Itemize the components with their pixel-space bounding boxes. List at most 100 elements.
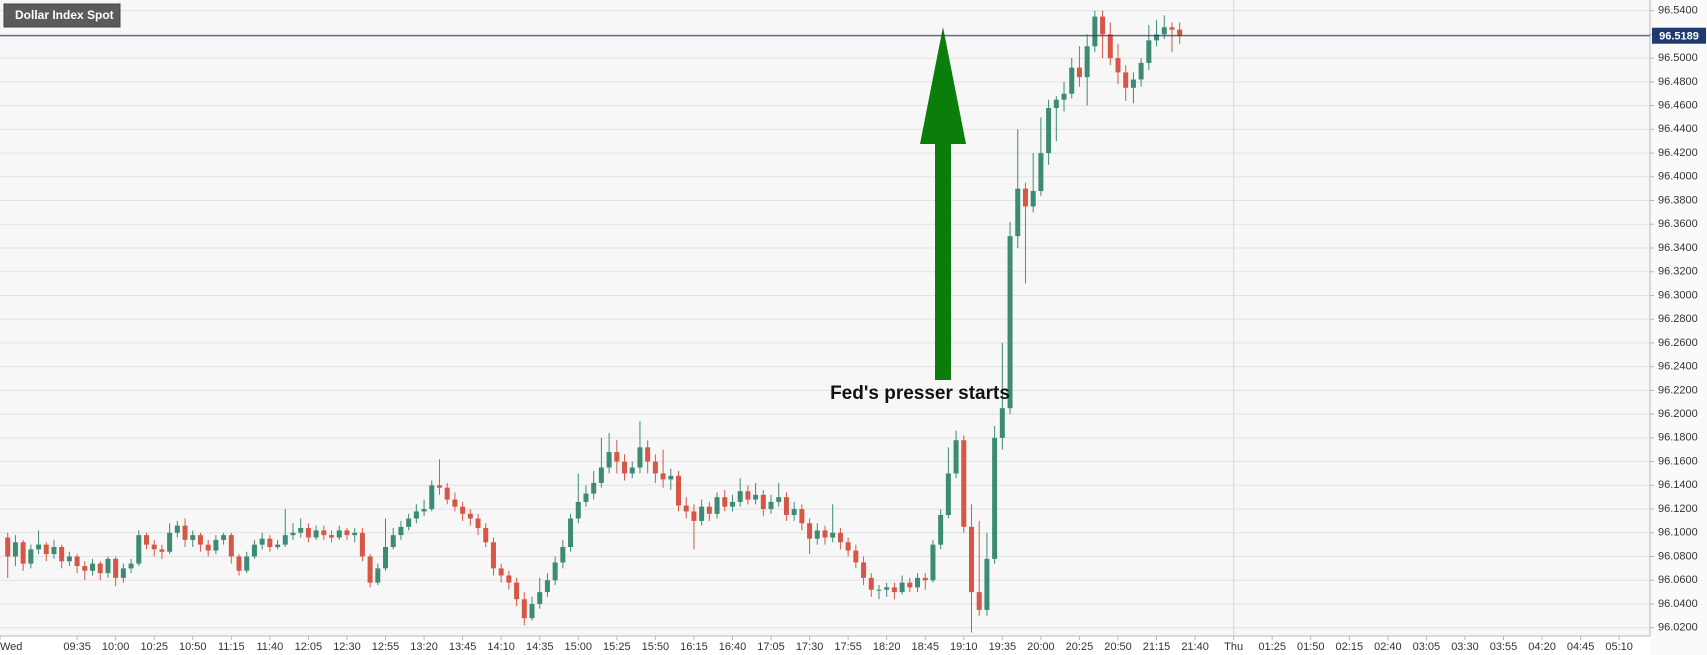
- candle-body: [1177, 29, 1183, 36]
- x-tick-label: 21:15: [1143, 641, 1171, 653]
- candle-body: [1138, 62, 1144, 80]
- candle-body: [390, 535, 396, 548]
- y-tick-label: 96.0800: [1658, 550, 1698, 562]
- candle-body: [814, 530, 820, 539]
- y-tick-label: 96.2600: [1658, 337, 1698, 349]
- y-tick-label: 96.5000: [1658, 52, 1698, 64]
- y-tick-label: 96.1800: [1658, 432, 1698, 444]
- candle-body: [652, 461, 658, 474]
- candle-body: [891, 587, 897, 593]
- candle-body: [1015, 188, 1021, 237]
- candle-body: [1092, 16, 1098, 47]
- x-tick-label: 17:55: [834, 641, 862, 653]
- candle-body: [197, 535, 203, 545]
- candle-body: [668, 475, 674, 480]
- x-tick-label: 03:05: [1413, 641, 1441, 653]
- candle-body: [968, 526, 974, 593]
- candle-body: [1053, 99, 1059, 108]
- candle-body: [483, 528, 489, 543]
- annotation-text: Fed's presser starts: [830, 383, 1010, 404]
- candle-body: [298, 528, 304, 533]
- candle-body: [383, 547, 389, 569]
- candle-body: [498, 568, 504, 576]
- candle-body: [460, 506, 466, 514]
- x-tick-label: 17:30: [796, 641, 824, 653]
- candle-body: [861, 562, 867, 578]
- candle-body: [1046, 107, 1052, 154]
- y-tick-label: 96.1000: [1658, 527, 1698, 539]
- candle-body: [899, 582, 905, 593]
- candle-body: [521, 599, 527, 619]
- candle-body: [82, 565, 88, 571]
- x-tick-label: 13:45: [449, 641, 477, 653]
- x-tick-label: 20:50: [1104, 641, 1132, 653]
- candle-body: [1123, 72, 1129, 88]
- x-tick-label: 04:20: [1528, 641, 1556, 653]
- candle-body: [783, 497, 789, 515]
- candle-body: [205, 544, 211, 551]
- candle-body: [591, 482, 597, 494]
- candle-body: [845, 542, 851, 551]
- candle-body: [290, 532, 296, 536]
- candle-body: [768, 501, 774, 510]
- candle-body: [706, 506, 712, 514]
- candle-body: [336, 530, 342, 538]
- x-tick-label: 01:25: [1258, 641, 1286, 653]
- candle-body: [367, 556, 373, 583]
- candle-body: [629, 467, 635, 474]
- annotation: Fed's presser starts: [830, 27, 1010, 404]
- candle-body: [1007, 236, 1013, 409]
- x-tick-label: 03:55: [1490, 641, 1518, 653]
- candle-body: [552, 562, 558, 581]
- candle-body: [699, 506, 705, 521]
- candle-body: [853, 550, 859, 563]
- candle-body: [745, 491, 751, 500]
- candle-body: [737, 491, 743, 502]
- x-tick-label: 10:25: [140, 641, 168, 653]
- candle-body: [151, 544, 157, 550]
- y-tick-label: 96.0400: [1658, 598, 1698, 610]
- candle-body: [90, 563, 96, 571]
- candle-body: [305, 528, 311, 538]
- candle-body: [622, 461, 628, 474]
- candle-body: [984, 558, 990, 610]
- candle-body: [444, 487, 450, 500]
- candle-body: [637, 447, 643, 468]
- x-tick-label: 18:45: [911, 641, 939, 653]
- candle-body: [259, 538, 265, 545]
- x-tick-label: 11:40: [257, 641, 284, 653]
- candle-body: [159, 549, 165, 552]
- x-tick-label: 17:05: [757, 641, 785, 653]
- x-tick-label: 10:00: [102, 641, 130, 653]
- x-tick-label: 11:15: [218, 641, 245, 653]
- x-tick-label: 16:40: [719, 641, 747, 653]
- candle-body: [722, 497, 728, 507]
- candle-body: [467, 513, 473, 519]
- x-tick-label: 15:25: [603, 641, 631, 653]
- annotation-arrow: [920, 27, 966, 380]
- x-tick-label: 18:20: [873, 641, 901, 653]
- candle-body: [228, 535, 234, 557]
- candle-body: [1038, 153, 1044, 192]
- y-tick-label: 96.2000: [1658, 408, 1698, 420]
- candle-body: [375, 568, 381, 583]
- candle-body: [236, 556, 242, 571]
- y-tick-label: 96.4000: [1658, 171, 1698, 183]
- candle-body: [683, 505, 689, 512]
- candle-body: [51, 547, 57, 555]
- candle-body: [282, 535, 288, 545]
- x-tick-label: 13:20: [410, 641, 438, 653]
- candle-body: [776, 497, 782, 502]
- candles: [5, 10, 1183, 633]
- y-tick-label: 96.0200: [1658, 622, 1698, 634]
- candle-body: [136, 535, 142, 564]
- price-label: 96.5189: [1659, 31, 1699, 43]
- candle-body: [36, 544, 42, 550]
- x-tick-label: 20:00: [1027, 641, 1055, 653]
- candle-body: [961, 440, 967, 527]
- candle-body: [475, 518, 481, 529]
- candle-body: [213, 539, 219, 551]
- candle-body: [1061, 93, 1067, 100]
- candle-body: [1146, 40, 1152, 63]
